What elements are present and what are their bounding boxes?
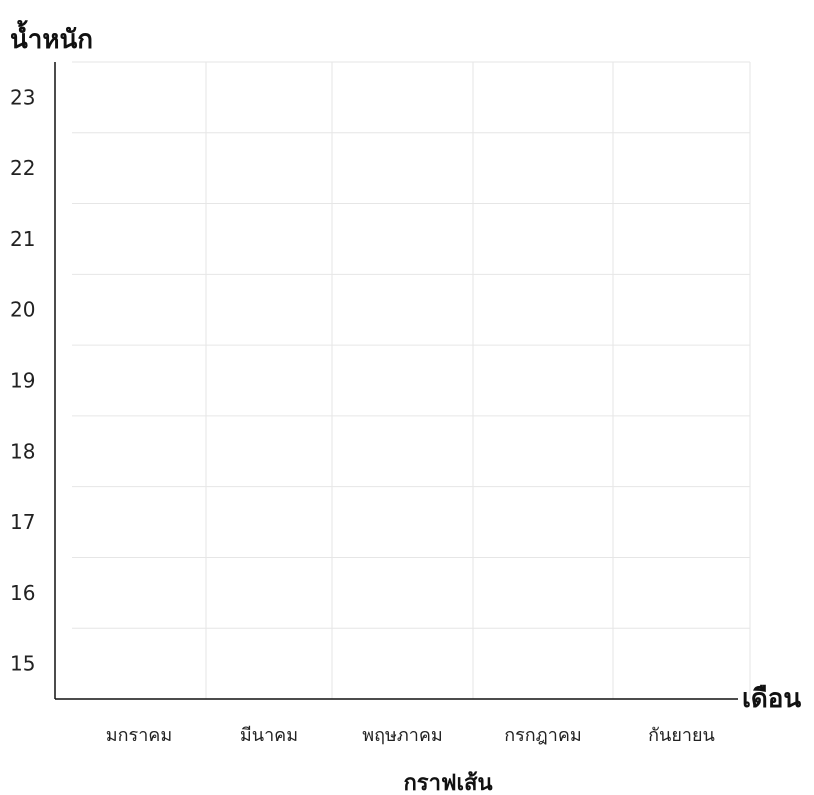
y-tick-label: 16 (10, 581, 35, 605)
chart-caption: กราฟเส้น (403, 771, 492, 795)
x-tick-labels: มกราคม มีนาคม พฤษภาคม กรกฎาคม กันยายน (106, 725, 715, 746)
x-axis-title: เดือน (742, 684, 801, 714)
x-tick-label: กันยายน (648, 725, 715, 746)
y-axis-title: น้ำหนัก (10, 19, 93, 55)
y-tick-label: 20 (10, 298, 35, 322)
x-tick-label: กรกฎาคม (504, 725, 582, 746)
x-tick-label: พฤษภาคม (362, 725, 443, 746)
grid (72, 61, 751, 699)
y-tick-label: 19 (10, 369, 35, 393)
y-tick-label: 21 (10, 227, 35, 251)
y-tick-label: 23 (10, 85, 35, 109)
y-tick-label: 15 (10, 652, 35, 676)
x-tick-label: มีนาคม (240, 725, 298, 746)
x-tick-label: มกราคม (106, 725, 172, 746)
y-tick-labels: 15 16 17 18 19 20 21 22 23 (10, 85, 35, 675)
y-tick-label: 17 (10, 510, 35, 534)
y-tick-label: 22 (10, 156, 35, 180)
y-tick-label: 18 (10, 439, 35, 463)
axes (54, 62, 738, 700)
